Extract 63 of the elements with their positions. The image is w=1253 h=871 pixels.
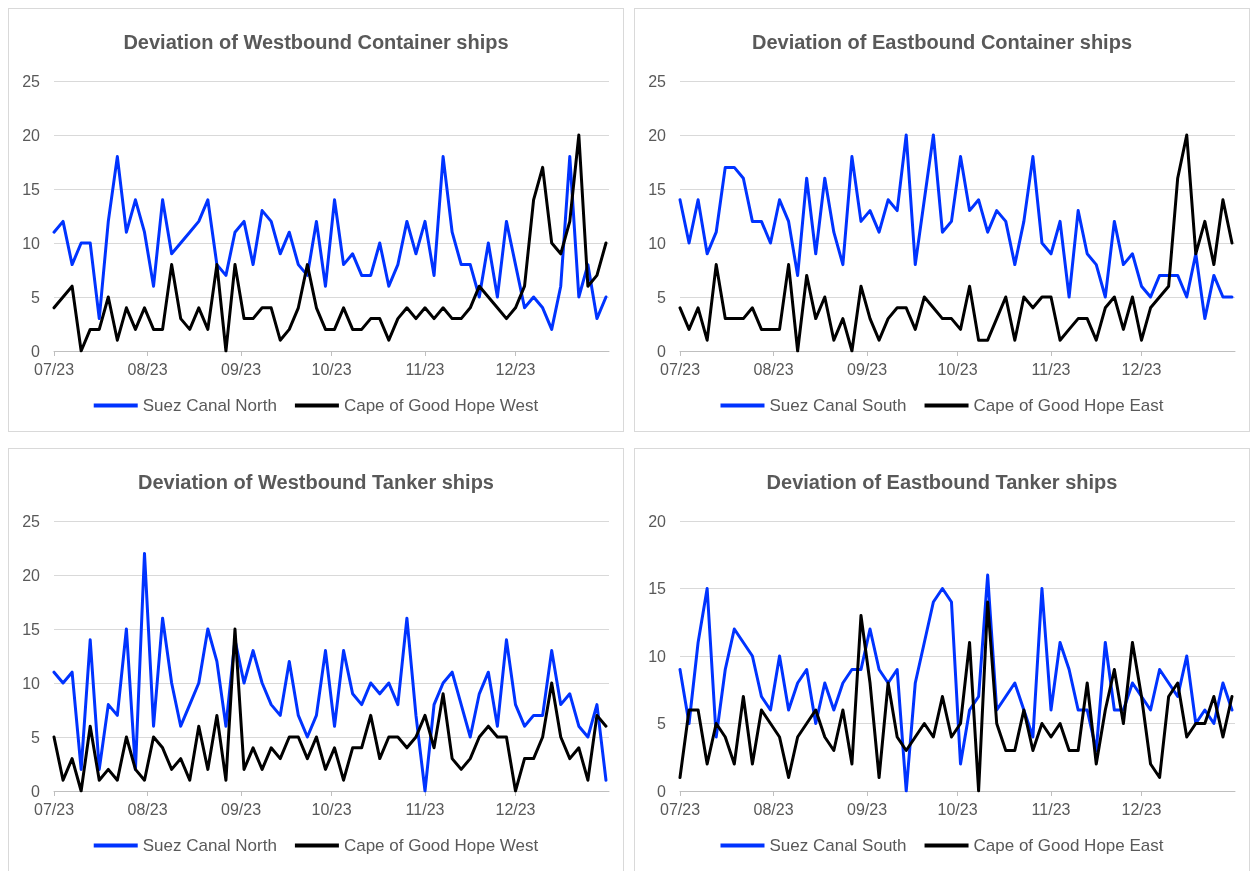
x-tick-label: 11/23 (1031, 360, 1071, 378)
y-tick-label: 25 (22, 512, 41, 530)
legend-label: Suez Canal South (769, 836, 907, 855)
y-tick-label: 5 (657, 288, 667, 306)
y-tick-label: 5 (657, 715, 667, 732)
y-tick-label: 25 (648, 72, 667, 90)
x-tick-label: 10/23 (311, 360, 352, 378)
legend-label: Cape of Good Hope West (343, 836, 539, 855)
x-tick-label: 11/23 (1031, 800, 1071, 818)
legend-label: Cape of Good Hope West (343, 396, 539, 415)
chart-title: Deviation of Westbound Container ships (123, 31, 509, 53)
x-tick-label: 08/23 (127, 800, 168, 818)
y-tick-label: 0 (657, 342, 667, 360)
x-tick-label: 08/23 (753, 800, 794, 818)
y-tick-label: 15 (22, 180, 41, 198)
line-series (52, 627, 608, 793)
y-tick-label: 0 (31, 782, 41, 800)
y-tick-label: 20 (648, 126, 667, 144)
y-tick-label: 25 (22, 72, 41, 90)
x-tick-label: 10/23 (937, 360, 978, 378)
y-tick-label: 0 (31, 342, 41, 360)
chart-title: Deviation of Eastbound Container ships (751, 31, 1133, 53)
x-tick-label: 07/23 (33, 360, 75, 378)
y-tick-label: 10 (22, 234, 41, 252)
x-tick-label: 08/23 (127, 360, 168, 378)
y-tick-label: 20 (22, 566, 41, 584)
y-tick-label: 5 (31, 728, 41, 746)
legend-label: Suez Canal North (142, 396, 277, 415)
y-tick-label: 20 (648, 512, 667, 530)
x-tick-label: 10/23 (311, 800, 352, 818)
y-tick-label: 15 (22, 620, 41, 638)
y-tick-label: 10 (648, 647, 667, 665)
x-tick-label: 11/23 (405, 360, 445, 378)
x-tick-label: 08/23 (753, 360, 794, 378)
legend-label: Suez Canal North (142, 836, 277, 855)
chart-title: Deviation of Westbound Tanker ships (138, 471, 494, 493)
y-tick-label: 10 (22, 674, 41, 692)
line-series (52, 551, 608, 793)
legend-label: Cape of Good Hope East (973, 836, 1164, 855)
legend-label: Suez Canal South (769, 396, 907, 415)
x-tick-label: 12/23 (495, 800, 536, 818)
x-tick-label: 09/23 (846, 800, 888, 818)
x-tick-label: 11/23 (405, 800, 445, 818)
x-tick-label: 12/23 (1121, 800, 1162, 818)
y-tick-label: 10 (648, 234, 667, 252)
x-tick-label: 12/23 (1121, 360, 1162, 378)
x-tick-label: 09/23 (220, 360, 262, 378)
x-tick-label: 09/23 (846, 360, 888, 378)
y-tick-label: 20 (22, 126, 41, 144)
y-tick-label: 15 (648, 180, 667, 198)
y-tick-label: 5 (31, 288, 41, 306)
line-series (52, 133, 608, 353)
line-series (52, 155, 608, 331)
x-tick-label: 07/23 (659, 800, 701, 818)
x-tick-label: 10/23 (937, 800, 978, 818)
legend-label: Cape of Good Hope East (973, 396, 1164, 415)
y-tick-label: 15 (648, 580, 667, 597)
y-tick-label: 0 (657, 782, 667, 800)
x-tick-label: 07/23 (659, 360, 701, 378)
x-tick-label: 09/23 (220, 800, 262, 818)
chart-title: Deviation of Eastbound Tanker ships (766, 471, 1118, 493)
x-tick-label: 07/23 (33, 800, 75, 818)
x-tick-label: 12/23 (495, 360, 536, 378)
